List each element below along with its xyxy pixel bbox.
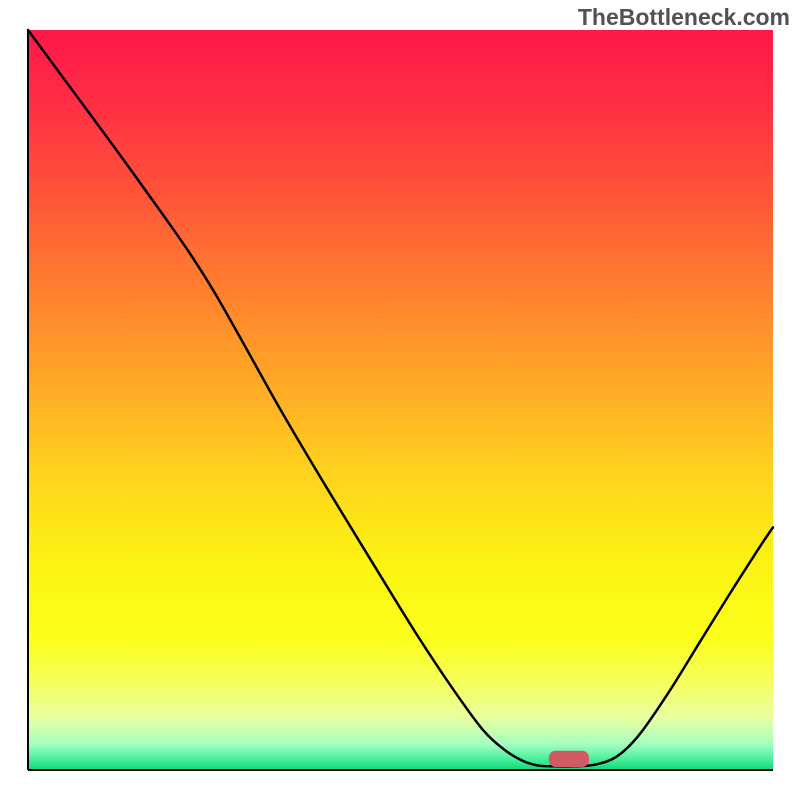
bottleneck-chart [0,0,800,800]
chart-background [28,30,773,770]
chart-container: TheBottleneck.com [0,0,800,800]
optimal-marker [549,751,589,767]
watermark-text: TheBottleneck.com [578,4,790,31]
